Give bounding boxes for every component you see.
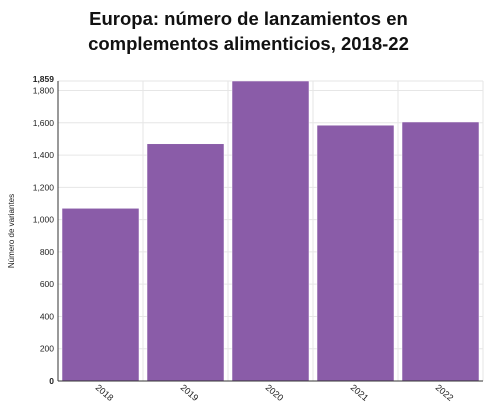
x-tick-labels: 2018 2019 2020 2021 2022	[94, 382, 456, 403]
x-tick-label: 2018	[94, 382, 116, 403]
y-tick-label: 1,400	[33, 150, 55, 160]
y-tick-label: 200	[40, 344, 54, 354]
bar-2021	[316, 124, 395, 382]
y-tick-label: 400	[40, 311, 54, 321]
bars	[61, 80, 480, 382]
y-tick-label: 1,800	[33, 86, 55, 96]
y-tick-label: 1,859	[33, 74, 55, 84]
y-tick-label: 1,000	[33, 215, 55, 225]
y-tick-label: 0	[49, 376, 54, 386]
y-tick-labels: 0 200 400 600 800 1,000 1,200 1,400 1,600 1,800 1,…	[33, 74, 55, 386]
y-tick-label: 1,200	[33, 182, 55, 192]
bar-2022	[401, 121, 480, 382]
x-tick-label: 2022	[434, 382, 456, 403]
chart-title-line-1: Europa: número de lanzamientos en	[89, 8, 408, 29]
bar-2019	[146, 143, 225, 382]
chart-title-line-2: complementos alimenticios, 2018-22	[88, 33, 409, 54]
y-tick-label: 600	[40, 279, 54, 289]
bar-2018	[61, 208, 140, 382]
axes	[57, 81, 483, 382]
y-axis-label: Número de variantes	[7, 194, 16, 268]
y-tick-label: 1,600	[33, 118, 55, 128]
bar-2020	[231, 80, 310, 382]
x-tick-label: 2021	[349, 382, 371, 403]
y-tick-label: 800	[40, 247, 54, 257]
x-tick-label: 2020	[264, 382, 286, 403]
chart-title: Europa: número de lanzamientos en comple…	[0, 6, 497, 56]
x-tick-label: 2019	[179, 382, 201, 403]
